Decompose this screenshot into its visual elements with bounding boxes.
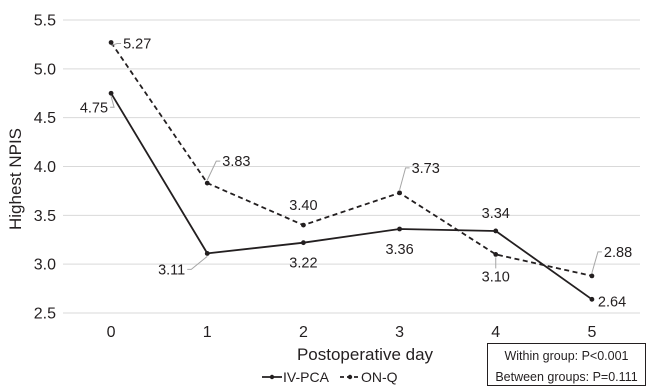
stats-box-frame — [487, 343, 646, 386]
data-point-iv-pca-1 — [204, 251, 210, 256]
y-axis-ticks: 2.5 3.0 3.5 4.0 4.5 5.0 5.5 — [34, 13, 56, 323]
series-line-iv-pca — [110, 92, 593, 301]
x-axis-ticks: 0 1 2 3 4 5 — [107, 324, 597, 341]
stats-within-group: Within group: P<0.001 — [504, 349, 628, 363]
legend-item-on-q: ON-Q — [340, 369, 398, 385]
data-point-on-q-2 — [301, 222, 306, 228]
leader-line-on-q-3 — [399, 167, 410, 191]
leader-line-iv-pca-0 — [110, 96, 115, 108]
legend-label-iv-pca: IV-PCA — [283, 369, 330, 385]
x-tick-label-5: 5 — [587, 324, 596, 341]
x-tick-label-4: 4 — [491, 324, 500, 341]
y-tick-label-6: 5.5 — [34, 13, 56, 30]
legend-marker-on-q — [347, 374, 353, 380]
x-tick-label-0: 0 — [107, 324, 116, 341]
data-label-leaders — [110, 42, 602, 274]
x-tick-label-1: 1 — [203, 324, 212, 341]
data-point-on-q-0 — [108, 40, 114, 45]
x-axis-title: Postoperative day — [297, 345, 434, 364]
data-label-on-q-5: 2.88 — [604, 245, 632, 261]
series-line-on-q — [110, 41, 593, 277]
y-axis-title: Highest NPIS — [6, 128, 25, 230]
data-point-iv-pca-0 — [108, 90, 114, 96]
data-point-on-q-4 — [493, 252, 499, 257]
data-point-iv-pca-2 — [301, 240, 306, 246]
data-label-iv-pca-4: 3.34 — [482, 206, 510, 222]
data-point-iv-pca-5 — [589, 296, 595, 302]
y-tick-label-3: 4.0 — [34, 159, 56, 176]
legend-marker-iv-pca — [269, 374, 275, 380]
y-tick-label-5: 5.0 — [34, 61, 56, 78]
x-tick-label-3: 3 — [395, 324, 404, 341]
data-label-on-q-3: 3.73 — [412, 161, 440, 177]
leader-line-on-q-1 — [206, 160, 221, 181]
y-tick-label-2: 3.5 — [34, 208, 56, 225]
data-label-iv-pca-1: 3.11 — [158, 262, 185, 278]
y-tick-label-0: 2.5 — [34, 306, 56, 323]
y-tick-label-1: 3.0 — [34, 257, 56, 274]
data-label-iv-pca-5: 2.64 — [598, 294, 626, 310]
x-tick-label-2: 2 — [299, 324, 308, 341]
data-label-iv-pca-0: 4.75 — [80, 100, 108, 116]
stats-box: Within group: P<0.001 Between groups: P=… — [487, 343, 646, 386]
data-point-iv-pca-3 — [397, 226, 402, 232]
data-point-iv-pca-4 — [493, 228, 499, 234]
legend-label-on-q: ON-Q — [361, 369, 398, 385]
data-points — [108, 40, 595, 302]
data-label-on-q-4: 3.10 — [482, 269, 510, 285]
legend-item-iv-pca: IV-PCA — [262, 369, 330, 385]
series-lines — [110, 41, 593, 301]
data-labels: 4.75 3.11 3.22 3.36 3.34 2.64 5.27 3.83 3.40 3.73… — [80, 36, 632, 310]
stats-between-groups: Between groups: P=0.111 — [495, 370, 637, 384]
leader-line-iv-pca-1 — [187, 256, 208, 270]
data-point-on-q-3 — [397, 190, 402, 196]
data-label-on-q-0: 5.27 — [123, 36, 151, 52]
legend: IV-PCA ON-Q — [262, 369, 398, 385]
y-tick-label-4: 4.5 — [34, 110, 56, 127]
leader-line-on-q-5 — [591, 251, 602, 274]
data-label-iv-pca-3: 3.36 — [385, 242, 413, 258]
data-label-on-q-1: 3.83 — [222, 154, 250, 170]
leader-line-on-q-0 — [110, 42, 122, 46]
data-label-on-q-2: 3.40 — [289, 198, 317, 214]
data-point-on-q-1 — [204, 180, 210, 186]
data-label-iv-pca-2: 3.22 — [289, 256, 317, 272]
data-point-on-q-5 — [589, 273, 595, 279]
gridlines — [63, 19, 640, 314]
